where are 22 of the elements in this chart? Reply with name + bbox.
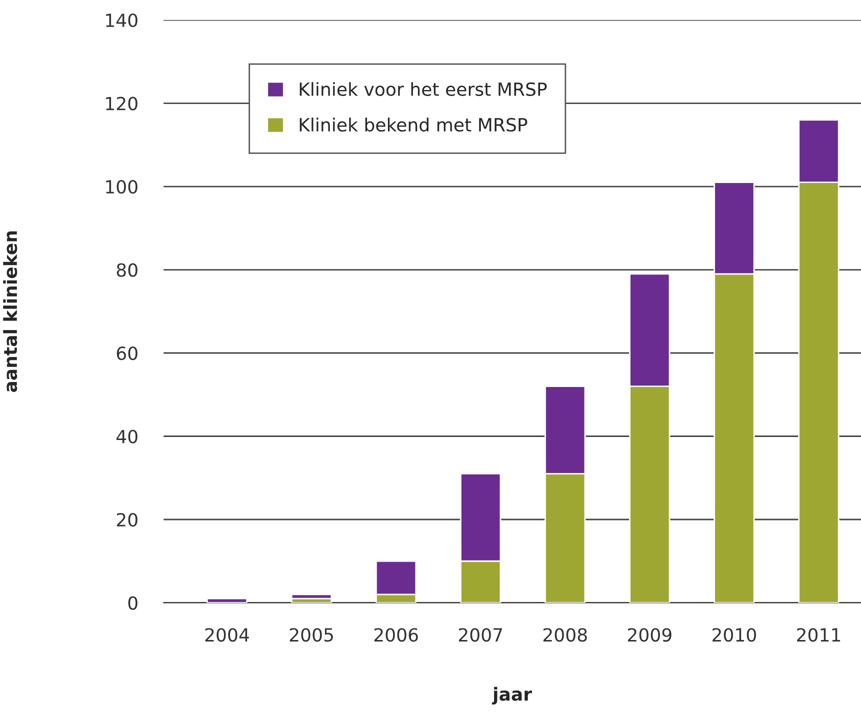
x-tick-label: 2006 bbox=[374, 628, 418, 642]
x-tick-label: 2010 bbox=[712, 628, 756, 642]
y-axis-title: aantal klinieken bbox=[3, 231, 18, 392]
y-tick-label: 20 bbox=[116, 512, 138, 527]
y-tick-label: 100 bbox=[106, 180, 138, 194]
x-tick-label: 2011 bbox=[797, 628, 840, 642]
y-tick-label: 40 bbox=[116, 430, 138, 444]
x-tick-label: 2005 bbox=[290, 628, 333, 642]
legend-label: Kliniek voor het eerst MRSP bbox=[300, 82, 547, 96]
y-tick-label: 120 bbox=[106, 96, 138, 110]
x-axis-title: jaar bbox=[492, 686, 532, 704]
y-tick-label: 140 bbox=[106, 13, 138, 28]
y-tick-label: 80 bbox=[116, 263, 138, 277]
x-tick-label: 2009 bbox=[628, 628, 672, 642]
bar bbox=[206, 598, 248, 603]
y-tick-label: 60 bbox=[116, 346, 138, 360]
legend-label: Kliniek bekend met MRSP bbox=[300, 118, 528, 132]
y-tick-label: 0 bbox=[128, 596, 138, 610]
x-tick-label: 2008 bbox=[543, 628, 587, 642]
bar bbox=[290, 594, 332, 600]
x-tick-label: 2007 bbox=[458, 628, 502, 642]
x-tick-label: 2004 bbox=[205, 628, 249, 642]
